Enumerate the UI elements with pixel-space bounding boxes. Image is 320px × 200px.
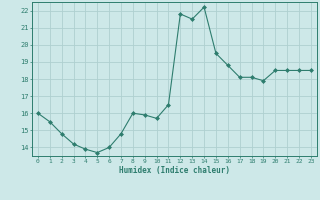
X-axis label: Humidex (Indice chaleur): Humidex (Indice chaleur) — [119, 166, 230, 175]
